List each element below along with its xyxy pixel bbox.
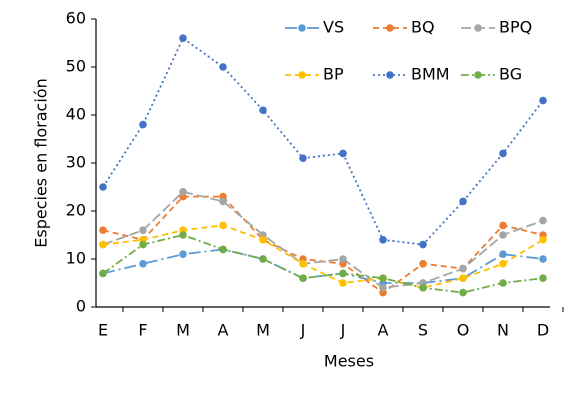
legend-label: BG <box>499 65 522 84</box>
data-point <box>99 269 107 278</box>
legend-marker <box>386 24 394 32</box>
data-point <box>139 226 147 234</box>
data-point <box>139 260 147 268</box>
x-tick-label: A <box>218 321 229 340</box>
y-tick-label: 30 <box>66 153 86 172</box>
data-point <box>259 106 267 114</box>
series-line <box>102 190 544 289</box>
data-point <box>299 274 307 283</box>
x-tick-label: E <box>98 321 108 340</box>
data-point <box>219 197 227 206</box>
y-tick-label: 50 <box>66 57 86 76</box>
x-tick-label: F <box>138 321 147 340</box>
y-tick-label: 40 <box>66 105 86 124</box>
data-point <box>499 260 507 268</box>
data-point <box>539 216 547 225</box>
y-tick-label: 10 <box>66 249 86 268</box>
data-point <box>179 34 187 42</box>
x-axis-label: Meses <box>324 352 374 371</box>
data-point <box>139 120 147 129</box>
legend-label: BP <box>323 65 344 84</box>
data-point <box>499 149 507 158</box>
series-line <box>102 234 544 294</box>
y-tick-label: 0 <box>76 297 86 316</box>
data-point <box>99 226 107 234</box>
data-point <box>419 260 427 268</box>
legend-marker <box>298 71 306 79</box>
data-point <box>139 240 147 249</box>
series-line <box>102 224 544 289</box>
data-point <box>459 274 467 283</box>
data-point <box>419 240 427 249</box>
data-point <box>179 250 187 258</box>
data-point <box>99 240 107 249</box>
data-point <box>339 269 347 278</box>
data-point <box>459 288 467 297</box>
data-point <box>379 274 387 283</box>
data-point <box>339 149 347 158</box>
x-tick-label: M <box>176 321 190 340</box>
y-tick-label: 60 <box>66 9 86 28</box>
data-point <box>539 96 547 105</box>
data-point <box>219 63 227 71</box>
legend-marker <box>474 71 482 79</box>
legend-marker <box>474 24 482 32</box>
data-point <box>499 221 507 230</box>
legend-label: BPQ <box>499 18 532 37</box>
x-tick-label: A <box>378 321 389 340</box>
legend-label: VS <box>323 18 344 37</box>
data-point <box>259 236 267 244</box>
data-point <box>179 231 187 239</box>
data-point <box>259 255 267 263</box>
x-tick-label: D <box>537 321 549 340</box>
x-tick-label: M <box>256 321 270 340</box>
data-point <box>219 245 227 254</box>
data-point <box>459 197 467 206</box>
data-point <box>499 231 507 239</box>
data-point <box>499 279 507 287</box>
series-line <box>102 36 544 246</box>
legend-marker <box>298 24 306 32</box>
data-point <box>379 236 387 244</box>
data-point <box>299 154 307 162</box>
data-point <box>539 255 547 263</box>
x-tick-label: S <box>418 321 428 340</box>
data-point <box>539 274 547 283</box>
y-tick-label: 20 <box>66 201 86 220</box>
data-point <box>539 236 547 244</box>
x-tick-label: N <box>497 321 509 340</box>
legend-marker <box>386 71 394 79</box>
data-point <box>339 279 347 287</box>
data-point <box>219 221 227 230</box>
data-point <box>179 188 187 196</box>
data-point <box>299 260 307 268</box>
x-tick-label: J <box>300 321 306 340</box>
series-line <box>102 195 544 294</box>
series-line <box>102 248 544 284</box>
data-point <box>459 264 467 273</box>
data-point <box>499 250 507 258</box>
data-point <box>379 284 387 292</box>
y-axis-label: Especies en floración <box>32 78 51 247</box>
data-point <box>99 183 107 191</box>
data-point <box>339 255 347 263</box>
data-point <box>419 284 427 292</box>
x-tick-label: O <box>457 321 470 340</box>
legend-label: BQ <box>411 18 435 37</box>
x-tick-label: J <box>340 321 346 340</box>
legend-label: BMM <box>411 65 450 84</box>
